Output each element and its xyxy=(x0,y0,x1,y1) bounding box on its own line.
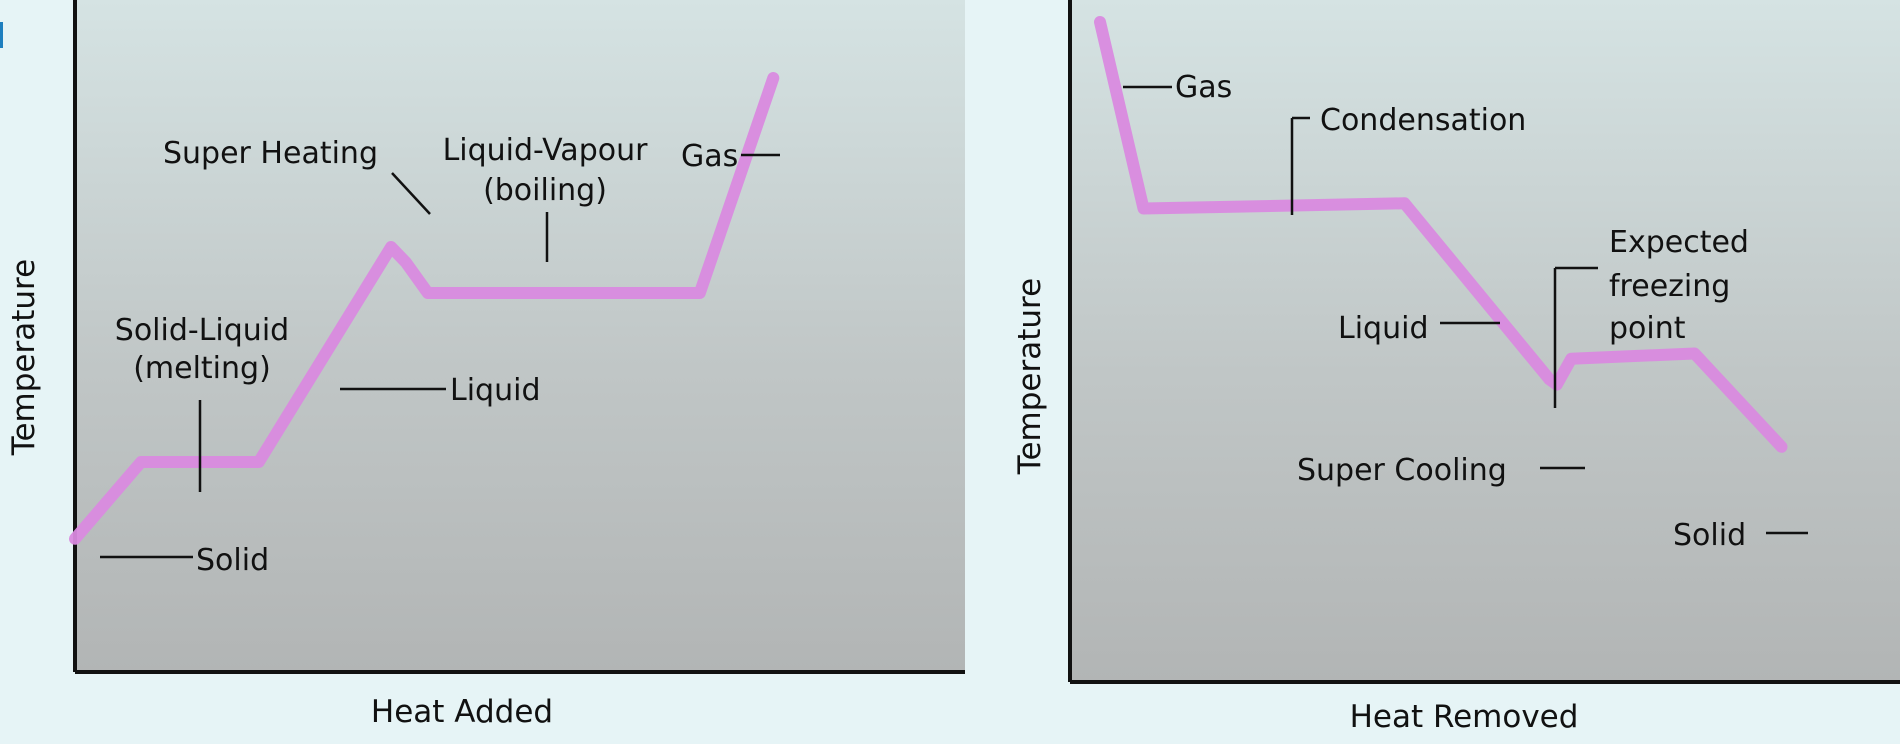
series-line-1-0 xyxy=(1094,16,1788,453)
annotation-super-cooling-1: Super Cooling xyxy=(1297,453,1507,488)
annotation-condensation-1: Condensation xyxy=(1320,103,1526,138)
annotation-expected-freezing-1: point xyxy=(1609,311,1686,346)
annotation-liquid-vapour-0: Liquid-Vapour xyxy=(443,133,649,168)
annotation-solid-0: Solid xyxy=(196,543,269,578)
annotation-expected-freezing-1: Expected xyxy=(1609,225,1749,260)
heating-plot-area xyxy=(75,0,965,672)
annotation-gas-0: Gas xyxy=(681,139,738,174)
annotation-solid-liquid-0: (melting) xyxy=(133,351,271,386)
cooling-plot-area xyxy=(1070,0,1900,682)
annotation-solid-liquid-0: Solid-Liquid xyxy=(115,313,289,348)
annotation-liquid-1: Liquid xyxy=(1338,311,1428,346)
y-axis-label-0: Temperature xyxy=(6,259,42,456)
annotation-expected-freezing-1: freezing xyxy=(1609,269,1730,304)
annotation-gas-1: Gas xyxy=(1175,70,1232,105)
leader-line-super-heating-0 xyxy=(391,172,431,215)
series-line-0-0 xyxy=(69,72,780,545)
annotation-liquid-0: Liquid xyxy=(450,373,540,408)
x-axis-label-1: Heat Removed xyxy=(1350,699,1579,735)
annotation-super-heating-0: Super Heating xyxy=(163,136,378,171)
x-axis-label-0: Heat Added xyxy=(371,694,553,730)
y-axis-label-1: Temperature xyxy=(1012,278,1048,475)
annotation-liquid-vapour-0: (boiling) xyxy=(483,173,607,208)
annotation-solid-1: Solid xyxy=(1673,518,1746,553)
edge-mark xyxy=(0,22,3,48)
